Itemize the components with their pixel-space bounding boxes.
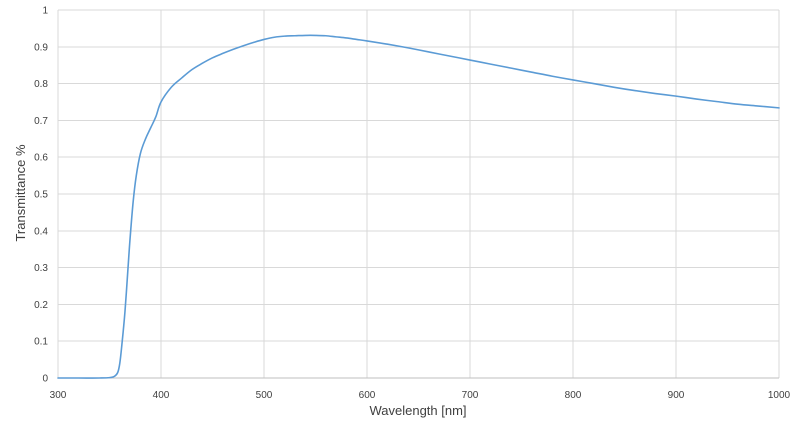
y-tick-label: 0.1: [34, 337, 48, 348]
x-tick-label: 500: [256, 390, 273, 401]
y-tick-label: 0: [42, 374, 48, 385]
y-axis-title: Transmittance %: [13, 144, 28, 241]
y-tick-label: 0.3: [34, 263, 48, 274]
x-tick-label: 800: [565, 390, 582, 401]
y-tick-label: 0.2: [34, 300, 48, 311]
x-tick-label: 400: [153, 390, 170, 401]
x-axis-title: Wavelength [nm]: [369, 403, 466, 418]
y-tick-label: 0.7: [34, 116, 48, 127]
series-layer: [57, 34, 780, 379]
x-tick-label: 700: [462, 390, 479, 401]
y-tick-label: 0.4: [34, 226, 48, 237]
x-tick-label: 1000: [768, 390, 791, 401]
tick-labels: 0 0.1 0.2 0.3 0.4 0.5 0.6 0.7 0.8 0.9 1 300 400 500 60…: [34, 6, 790, 402]
x-tick-label: 600: [359, 390, 376, 401]
y-tick-label: 1: [42, 6, 48, 17]
y-tick-label: 0.6: [34, 153, 48, 164]
y-tick-label: 0.9: [34, 42, 48, 53]
y-tick-label: 0.8: [34, 79, 48, 90]
x-tick-label: 300: [50, 390, 67, 401]
y-tick-label: 0.5: [34, 190, 48, 201]
transmittance-series-line: [57, 34, 780, 379]
x-tick-label: 900: [668, 390, 685, 401]
gridlines: [57, 9, 780, 378]
